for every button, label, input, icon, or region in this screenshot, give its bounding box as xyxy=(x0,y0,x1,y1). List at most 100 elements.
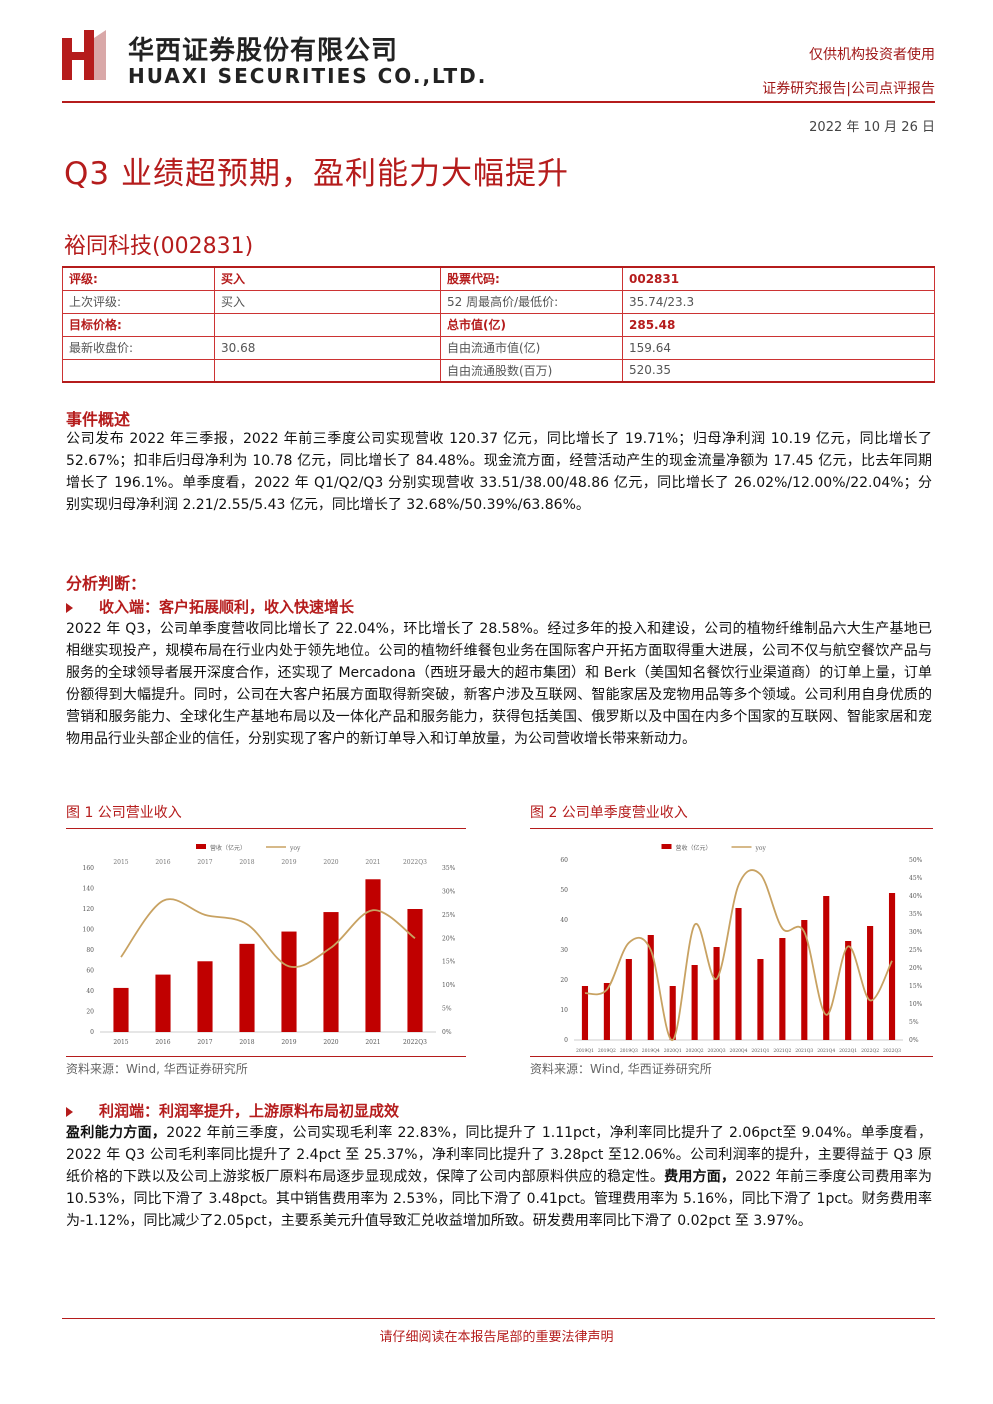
subsection-label: 利润端：利润率提升，上游原料布局初显成效 xyxy=(99,1102,400,1120)
profit-paragraph: 盈利能力方面，2022 年前三季度，公司实现毛利率 22.83%，同比提升了 1… xyxy=(66,1122,932,1232)
figure-1-rule xyxy=(66,828,466,829)
y2-tick-label: 5% xyxy=(909,1019,919,1026)
bar xyxy=(823,896,830,1040)
y-tick-label: 160 xyxy=(83,865,95,872)
y2-tick-label: 20% xyxy=(909,965,923,972)
y-tick-label: 120 xyxy=(83,906,95,913)
bar xyxy=(779,938,786,1040)
bar xyxy=(669,986,676,1040)
table-cell: 159.64 xyxy=(622,335,935,360)
report-type: 证券研究报告|公司点评报告 xyxy=(762,81,935,97)
figure-2-bottom-rule xyxy=(530,1056,933,1057)
x-tick-label: 2020Q1 xyxy=(664,1048,682,1054)
figure-2-source: 资料来源：Wind, 华西证券研究所 xyxy=(530,1062,712,1076)
x-tick-label: 2022Q3 xyxy=(403,1039,427,1046)
figure-2-title: 图 2 公司单季度营业收入 xyxy=(530,805,688,821)
bar xyxy=(239,943,255,1032)
event-paragraph: 公司发布 2022 年三季报，2022 年前三季度公司实现营收 120.37 亿… xyxy=(66,431,932,513)
x-tick-label: 2019Q4 xyxy=(642,1048,660,1054)
y-tick-label: 80 xyxy=(86,947,94,954)
table-cell: 自由流通市值(亿) xyxy=(440,335,623,360)
table-row: 评级: 买入 股票代码: 002831 xyxy=(62,266,935,291)
section-title-event: 事件概述 xyxy=(66,410,131,429)
x-tick-label: 2022Q1 xyxy=(839,1048,857,1054)
report-title: Q3 业绩超预期，盈利能力大幅提升 xyxy=(64,156,569,192)
y2-tick-label: 0% xyxy=(442,1029,452,1036)
lead-phrase: 盈利能力方面， xyxy=(66,1125,167,1141)
x-tick-label: 2019Q3 xyxy=(620,1048,638,1054)
triangle-bullet-icon xyxy=(66,602,73,613)
y-tick-label: 40 xyxy=(86,988,94,995)
y2-tick-label: 45% xyxy=(909,875,923,882)
bar xyxy=(365,879,381,1032)
top-category-label: 2020 xyxy=(323,859,338,866)
bar xyxy=(757,959,764,1040)
table-cell: 35.74/23.3 xyxy=(622,289,935,314)
top-category-label: 2019 xyxy=(281,859,296,866)
bar xyxy=(888,893,896,1040)
y-tick-label: 0 xyxy=(90,1029,94,1036)
x-tick-label: 2021 xyxy=(365,1039,380,1046)
table-cell xyxy=(214,358,441,383)
x-tick-label: 2020Q2 xyxy=(686,1048,704,1054)
info-table: 评级: 买入 股票代码: 002831 上次评级: 买入 52 周最高价/最低价… xyxy=(62,266,935,383)
x-tick-label: 2021Q2 xyxy=(773,1048,791,1054)
footer-divider xyxy=(62,1318,935,1319)
table-cell xyxy=(214,312,441,337)
table-row: 目标价格: 总市值(亿) 285.48 xyxy=(62,312,935,337)
table-row: 最新收盘价: 30.68 自由流通市值(亿) 159.64 xyxy=(62,335,935,360)
y-tick-label: 60 xyxy=(86,968,94,975)
x-tick-label: 2021Q3 xyxy=(795,1048,813,1054)
x-tick-label: 2016 xyxy=(155,1039,170,1046)
revenue-quarterly-chart: 营收（亿元） yoy 0 10 20 30 40 50 60 0% 5% 10% 15% 20% 25% 30… xyxy=(560,844,923,1054)
table-cell: 30.68 xyxy=(214,335,441,360)
table-cell: 上次评级: xyxy=(62,289,215,314)
x-tick-label: 2020 xyxy=(323,1039,338,1046)
lead-phrase: 费用方面， xyxy=(664,1169,736,1185)
bar xyxy=(845,941,852,1040)
table-cell: 买入 xyxy=(214,289,441,314)
legend-label: 营收（亿元） xyxy=(676,844,712,852)
legend-label: 营收（亿元） xyxy=(210,844,246,852)
y-tick-label: 50 xyxy=(560,887,568,894)
table-row: 自由流通股数(百万) 520.35 xyxy=(62,358,935,383)
x-tick-label: 2020Q4 xyxy=(729,1048,747,1054)
x-tick-label: 2019Q1 xyxy=(576,1048,594,1054)
bar xyxy=(407,909,423,1032)
bar xyxy=(581,986,589,1040)
x-tick-label: 2019Q2 xyxy=(598,1048,616,1054)
x-tick-label: 2022Q2 xyxy=(861,1048,879,1054)
bar xyxy=(735,908,742,1040)
table-cell: 最新收盘价: xyxy=(62,335,215,360)
table-row: 上次评级: 买入 52 周最高价/最低价: 35.74/23.3 xyxy=(62,289,935,314)
y-tick-label: 140 xyxy=(83,886,95,893)
table-cell: 买入 xyxy=(214,266,441,291)
profit-text-a: 2022 年前三季度，公司实现毛利率 22.83%，同比提升了 1.11pct，… xyxy=(66,1125,933,1185)
revenue-paragraph: 2022 年 Q3，公司单季度营收同比增长了 22.04%，环比增长了 28.5… xyxy=(66,621,932,747)
figure-2-rule xyxy=(530,828,933,829)
yoy-line xyxy=(584,869,893,1041)
bar xyxy=(647,935,654,1040)
bar xyxy=(113,987,129,1032)
top-category-label: 2016 xyxy=(155,859,170,866)
y2-tick-label: 15% xyxy=(442,959,456,966)
subsection-title-profit: 利润端：利润率提升，上游原料布局初显成效 xyxy=(66,1100,399,1121)
table-cell: 自由流通股数(百万) xyxy=(440,358,623,383)
figure-1-bottom-rule xyxy=(66,1056,466,1057)
top-category-label: 2015 xyxy=(113,859,128,866)
y-tick-label: 100 xyxy=(83,927,95,934)
stock-name: 裕同科技(002831) xyxy=(64,234,254,259)
section-title-analysis: 分析判断： xyxy=(66,574,147,593)
table-cell: 评级: xyxy=(62,266,215,291)
y-tick-label: 10 xyxy=(560,1007,568,1014)
profit-text-b: 2022 年前三季度公司费用率为 10.53%，同比下滑了 3.48pct。其中… xyxy=(66,1169,932,1229)
y2-tick-label: 30% xyxy=(909,929,923,936)
legend-swatch-bar xyxy=(196,844,206,849)
x-tick-label: 2021Q4 xyxy=(817,1048,835,1054)
bar xyxy=(603,983,610,1040)
x-tick-label: 2021Q1 xyxy=(751,1048,769,1054)
bar xyxy=(155,974,171,1032)
x-tick-label: 2020Q3 xyxy=(708,1048,726,1054)
legal-notice: 请仔细阅读在本报告尾部的重要法律声明 xyxy=(379,1330,614,1345)
table-cell: 52 周最高价/最低价: xyxy=(440,289,623,314)
